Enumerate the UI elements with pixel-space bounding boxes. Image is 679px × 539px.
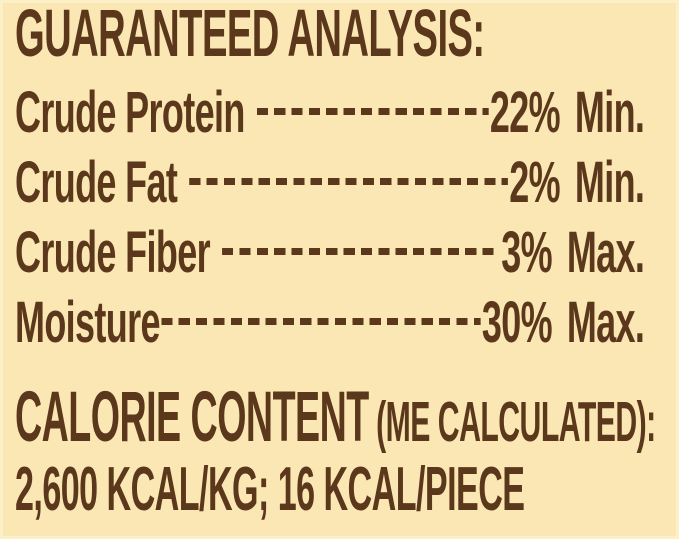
calorie-title-main: CALORIE CONTENT	[15, 378, 369, 457]
nutrient-qualifier: Min.	[574, 150, 645, 215]
analysis-row-moisture: Moisture 30% Max.	[15, 288, 645, 358]
nutrient-value: 2%	[509, 150, 560, 215]
nutrient-qualifier: Min.	[574, 80, 645, 145]
nutrient-qualifier: Max.	[566, 290, 645, 355]
calorie-content-title: CALORIE CONTENT (ME CALCULATED):	[15, 382, 656, 453]
analysis-row-crude-fiber: Crude Fiber 3% Max.	[15, 218, 645, 288]
nutrient-label: Moisture	[15, 290, 161, 355]
dash-leader	[221, 247, 500, 255]
dash-leader	[256, 107, 489, 115]
nutrient-value: 3%	[501, 220, 552, 285]
dash-leader	[189, 177, 509, 185]
nutrient-label: Crude Fat	[15, 150, 178, 215]
calorie-values: 2,600 KCAL/KG; 16 KCAL/PIECE	[15, 455, 525, 524]
analysis-row-crude-protein: Crude Protein 22% Min.	[15, 78, 645, 148]
analysis-row-crude-fat: Crude Fat 2% Min.	[15, 148, 645, 218]
nutrient-value: 30%	[481, 290, 553, 355]
calorie-title-suffix: (ME CALCULATED):	[376, 390, 656, 454]
nutrient-label: Crude Protein	[15, 80, 245, 145]
nutrient-label: Crude Fiber	[15, 220, 211, 285]
dash-leader	[161, 317, 481, 325]
nutrient-value: 22%	[489, 80, 561, 145]
guaranteed-analysis-title: GUARANTEED ANALYSIS:	[15, 0, 485, 71]
analysis-rows: Crude Protein 22% Min. Crude Fat 2% Min.…	[15, 78, 645, 358]
nutrient-qualifier: Max.	[566, 220, 645, 285]
